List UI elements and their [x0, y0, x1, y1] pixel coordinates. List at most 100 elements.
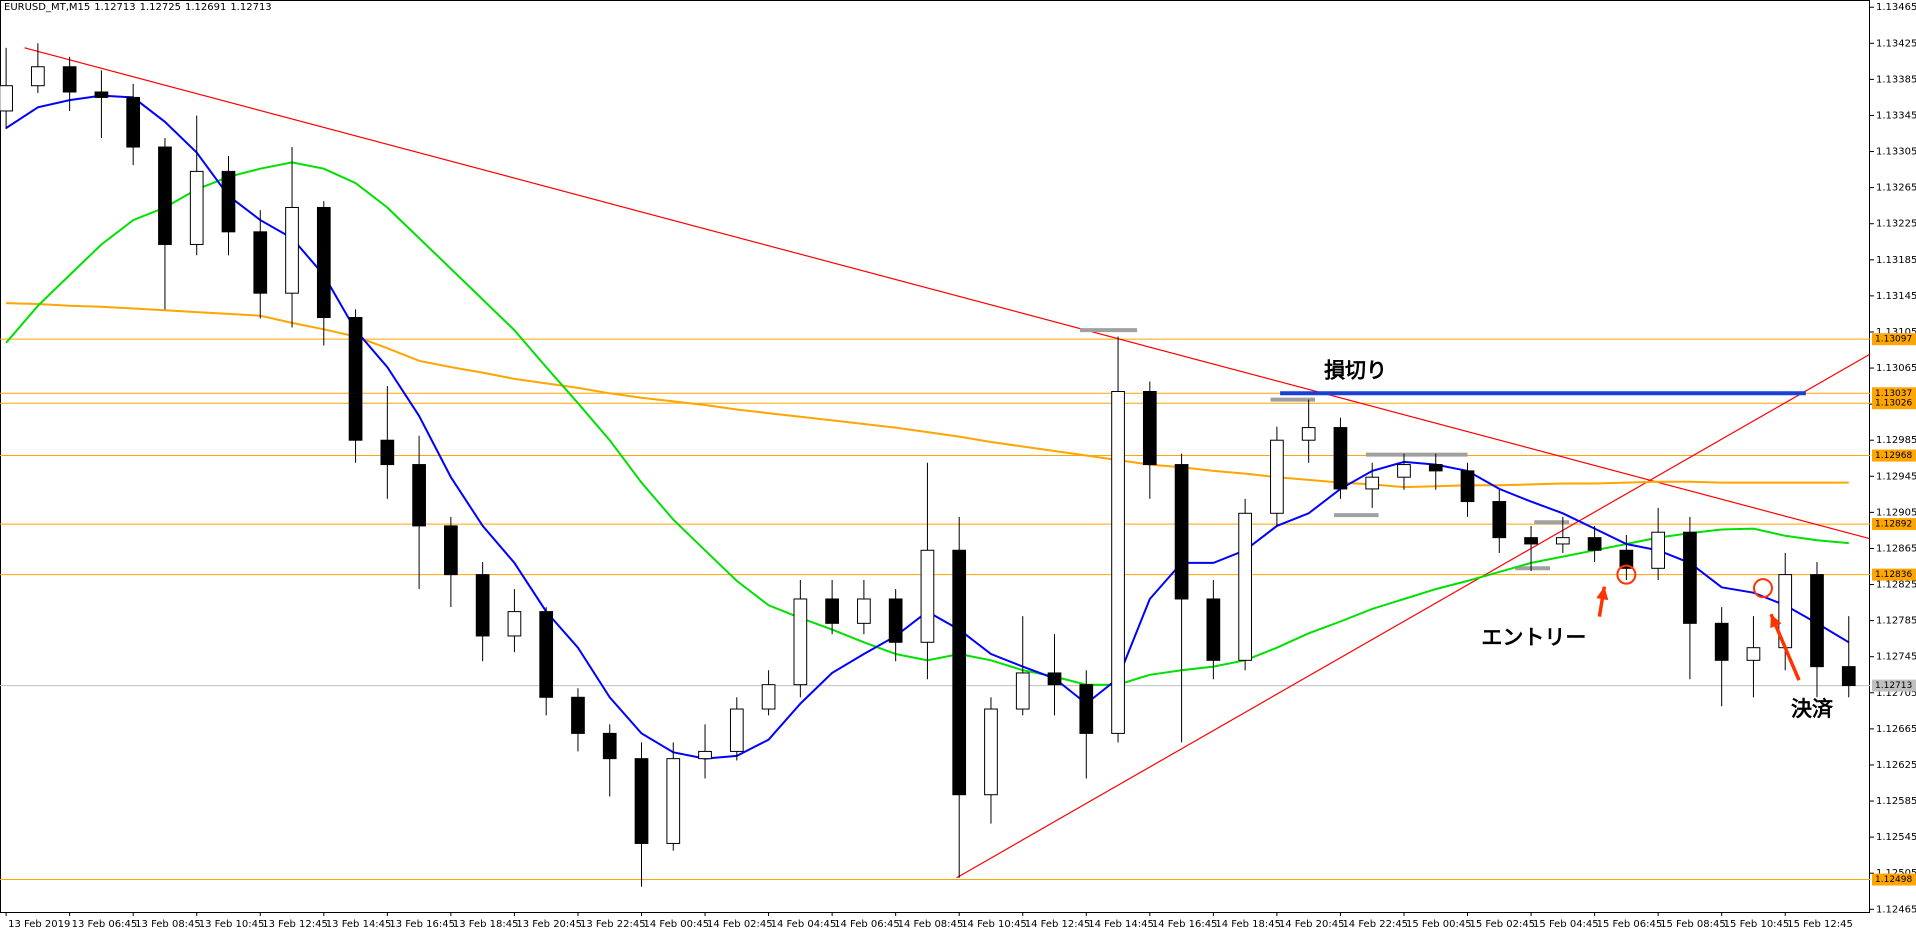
y-tick-label: 1.12585	[1876, 796, 1916, 807]
candle-body	[1142, 391, 1157, 466]
candle-body	[1111, 391, 1125, 734]
candle-body	[94, 91, 109, 98]
x-tick-label: 15 Feb 00:45	[1406, 919, 1472, 930]
y-tick-label: 1.12705	[1876, 688, 1916, 699]
candle-body	[62, 66, 77, 93]
y-tick-label: 1.13465	[1876, 2, 1916, 13]
y-tick-label: 1.12865	[1876, 543, 1916, 554]
candle-body	[1683, 531, 1697, 624]
candle-body	[1015, 672, 1030, 710]
candle-body	[31, 66, 45, 87]
candle-body	[920, 549, 935, 643]
level-label: 1.13026	[1875, 399, 1912, 409]
x-tick-label: 14 Feb 06:45	[834, 919, 900, 930]
x-tick-label: 13 Feb 16:45	[389, 919, 455, 930]
y-tick-label: 1.13305	[1876, 147, 1916, 158]
candle-body	[348, 317, 363, 441]
candle-body	[189, 170, 204, 245]
candle-body	[952, 549, 967, 796]
y-tick-label: 1.12905	[1876, 507, 1916, 518]
candle-body	[126, 96, 141, 148]
y-tick-label: 1.13185	[1876, 255, 1916, 266]
header-low: 1.12691	[184, 2, 227, 13]
candle-body	[1587, 537, 1602, 551]
moving-average	[6, 302, 1849, 489]
x-tick-label: 14 Feb 20:45	[1279, 919, 1345, 930]
candle-body	[666, 758, 681, 844]
candle-body	[857, 598, 871, 624]
y-tick-label: 1.13345	[1876, 110, 1916, 121]
level-label-box	[1872, 679, 1916, 692]
header-high: 1.12725	[139, 2, 181, 13]
candle-body	[1365, 476, 1380, 490]
x-tick-label: 14 Feb 00:45	[644, 919, 710, 930]
level-label-box	[1872, 568, 1916, 581]
candle-body	[1301, 427, 1316, 441]
level-label: 1.13037	[1875, 389, 1912, 399]
y-tick-label: 1.13225	[1876, 219, 1916, 230]
candle-body	[1397, 464, 1411, 478]
x-tick-label: 13 Feb 22:45	[580, 919, 646, 930]
x-tick-label: 13 Feb 20:45	[516, 919, 582, 930]
candle-body	[634, 758, 649, 844]
candle-body	[1714, 622, 1729, 661]
x-tick-label: 14 Feb 16:45	[1152, 919, 1218, 930]
x-tick-label: 14 Feb 10:45	[961, 919, 1027, 930]
candle-body	[1270, 439, 1284, 514]
header-close: 1.12713	[230, 2, 272, 13]
level-label-box	[1872, 873, 1916, 886]
level-label: 1.12713	[1875, 681, 1912, 691]
candle-body	[1079, 684, 1094, 734]
y-tick-label: 1.12745	[1876, 652, 1916, 663]
level-label-box	[1872, 449, 1916, 462]
candle-body	[539, 611, 554, 698]
y-tick-label: 1.12785	[1876, 616, 1916, 627]
candle-body	[761, 684, 776, 710]
y-tick-label: 1.12945	[1876, 471, 1916, 482]
candle-body	[1460, 470, 1475, 503]
x-tick-label: 14 Feb 02:45	[707, 919, 773, 930]
level-label-box	[1872, 397, 1916, 410]
candle-body	[1810, 574, 1824, 668]
level-label: 1.12892	[1875, 520, 1912, 530]
candle-body	[475, 574, 490, 637]
trendline	[24, 47, 1870, 540]
candle-body	[698, 750, 712, 760]
level-label-box	[1872, 333, 1916, 346]
candle-body	[1841, 666, 1856, 687]
candle-body	[253, 231, 268, 294]
level-label-box	[1872, 518, 1916, 531]
candle-body	[412, 464, 426, 527]
level-label: 1.12968	[1875, 451, 1912, 461]
candle-body	[221, 170, 236, 233]
y-tick-label: 1.12985	[1876, 435, 1916, 446]
plot-frame	[0, 0, 1870, 913]
y-tick-label: 1.12545	[1876, 832, 1916, 843]
candle-body	[1206, 598, 1221, 661]
candle-body	[0, 85, 13, 112]
y-tick-label: 1.13105	[1876, 327, 1916, 338]
candle-body	[729, 708, 744, 752]
x-tick-label: 15 Feb 12:45	[1787, 919, 1853, 930]
x-tick-label: 14 Feb 08:45	[898, 919, 964, 930]
annotation-circle	[1616, 564, 1637, 585]
x-tick-label: 14 Feb 22:45	[1342, 919, 1408, 930]
candle-body	[1238, 512, 1252, 661]
candle-body	[1524, 537, 1538, 545]
y-tick-label: 1.13425	[1876, 38, 1916, 49]
candle-body	[1651, 531, 1665, 569]
candle-body	[1333, 427, 1348, 490]
y-tick-label: 1.13145	[1876, 291, 1916, 302]
header-open: 1.12713	[94, 2, 136, 13]
candle-body	[1746, 647, 1761, 661]
candle-body	[507, 611, 522, 637]
x-tick-label: 15 Feb 06:45	[1597, 919, 1663, 930]
level-label: 1.12498	[1875, 875, 1912, 885]
candle-body	[602, 732, 617, 760]
candle-body	[793, 598, 808, 686]
y-tick-label: 1.13065	[1876, 363, 1916, 374]
candle-body	[316, 206, 331, 319]
level-label: 1.12836	[1875, 570, 1912, 580]
